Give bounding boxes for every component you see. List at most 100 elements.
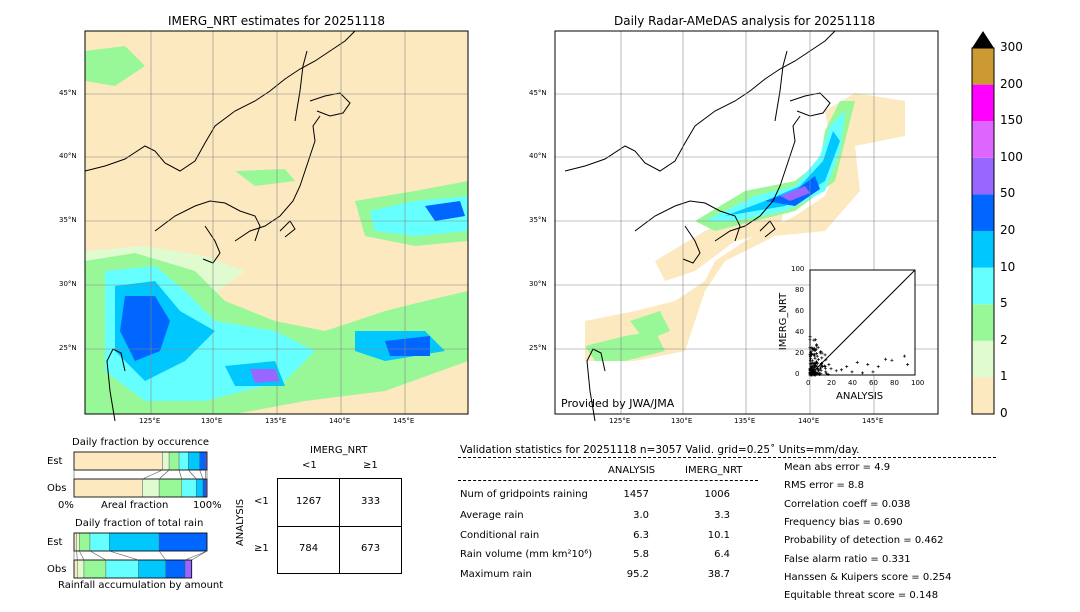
lon-tick-label: 145°E [393, 417, 415, 425]
ct-cell: 333 [361, 496, 381, 507]
scatter-point [813, 338, 817, 342]
coastline [759, 220, 776, 238]
occ-obs-bar [142, 478, 160, 498]
scatter-point [819, 350, 823, 354]
ct-cell: 673 [361, 543, 381, 554]
stats-divider [458, 457, 996, 458]
scatter-point [813, 356, 817, 360]
scatter-x-tick: 60 [869, 379, 878, 387]
rain-area [585, 93, 905, 361]
scatter-point [827, 363, 831, 366]
occ-est-bar [168, 451, 180, 471]
scatter-point [808, 368, 812, 372]
ct-row-ge1: ≥1 [254, 543, 269, 554]
lon-tick-label: 145°E [862, 417, 884, 425]
imerg-map [84, 30, 469, 422]
lat-tick-label: 40°N [529, 152, 547, 160]
scatter-x-tick: 20 [827, 379, 836, 387]
rain-area [780, 186, 810, 201]
scatter-point [906, 363, 910, 366]
fraction-bars [73, 451, 208, 579]
colorbar-tick-label: 100 [1000, 149, 1023, 164]
lon-tick-label: 140°E [798, 417, 820, 425]
diagonal-line [809, 269, 916, 376]
scatter-point [816, 346, 820, 350]
lon-tick-label: 130°E [671, 417, 693, 425]
colorbar-segment [972, 157, 994, 195]
scatter-point [829, 367, 833, 371]
occ-est-bar [199, 451, 206, 471]
lon-tick-label: 135°E [265, 417, 287, 425]
occ-est-bar [188, 451, 200, 471]
rain-area [425, 201, 465, 221]
rain-est-bar [76, 532, 80, 552]
lat-tick-label: 35°N [59, 216, 77, 224]
scatter-x-tick: 80 [890, 379, 899, 387]
occ-est-bar [162, 451, 170, 471]
coastline [154, 200, 261, 242]
rain-obs-bar [165, 559, 186, 579]
connector-line [158, 469, 170, 480]
ct-cell: 784 [299, 543, 319, 554]
scatter-point [812, 347, 816, 351]
scatter-xlabel: ANALYSIS [836, 391, 884, 402]
lat-tick-label: 25°N [529, 344, 547, 352]
coastline [564, 30, 836, 172]
scatter-point [814, 360, 818, 364]
score-item: Frequency bias = 0.690 [784, 516, 903, 528]
scatter-y-tick: 100 [791, 265, 805, 273]
totalrain-xlabel: Rainfall accumulation by amount [58, 580, 224, 591]
scatter-y-tick: 80 [795, 286, 804, 294]
stats-row-label: Conditional rain [460, 530, 540, 541]
rain-est-bar [109, 532, 160, 552]
scatter-point [815, 344, 819, 348]
occ-obs-label: Obs [47, 483, 67, 494]
stats-header: Validation statistics for 20251118 n=305… [460, 444, 860, 456]
stats-table-divider [458, 480, 758, 481]
coastline [202, 225, 221, 264]
scatter-point [815, 371, 819, 375]
occ-obs-bar [196, 478, 204, 498]
colorbar-extend-arrow [972, 31, 994, 48]
scatter-point [903, 354, 906, 358]
scatter-point [824, 371, 828, 375]
coastline [714, 115, 801, 242]
scatter-point [823, 364, 827, 368]
scatter-point [811, 371, 815, 375]
scatter-point [819, 365, 823, 369]
scatter-point [810, 365, 814, 369]
colorbar-segment [972, 304, 994, 341]
stats-row-label: Rain volume (mm km²10⁶) [460, 549, 593, 560]
rain-obs-bar-frame [73, 559, 193, 579]
scatter-y-tick: 40 [795, 328, 804, 336]
score-item: Correlation coeff = 0.038 [784, 498, 911, 510]
scatter-point [824, 358, 828, 362]
score-item: Mean abs error = 4.9 [784, 462, 891, 473]
score-item: Hanssen & Kuipers score = 0.254 [784, 571, 952, 583]
rain-est-label: Est [47, 537, 63, 548]
scatter-point [813, 354, 817, 358]
connector-line [178, 469, 183, 480]
colorbar-tick-label: 300 [1000, 40, 1023, 54]
scatter-point [817, 369, 821, 373]
occ-est-bar [178, 451, 189, 471]
occ-obs-bar [181, 478, 197, 498]
scatter-point [815, 354, 819, 358]
rain-area [120, 296, 170, 361]
scatter-point [810, 361, 814, 365]
stats-row-label: Num of gridpoints raining [460, 489, 588, 500]
map-frame [84, 30, 469, 415]
scatter-point [813, 370, 817, 374]
scatter-point [810, 353, 814, 357]
radar-map [554, 30, 939, 422]
occ-obs-bar [158, 478, 182, 498]
scatter-point [855, 360, 859, 364]
lat-tick-label: 45°N [529, 89, 547, 97]
coastline [774, 50, 788, 122]
occ-left-label: 0% [58, 500, 74, 511]
lat-tick-label: 45°N [59, 89, 77, 97]
rain-area [85, 46, 145, 86]
connector-line [76, 550, 78, 561]
stats-col-imerg: IMERG_NRT [685, 465, 743, 476]
connector-line [188, 469, 197, 480]
